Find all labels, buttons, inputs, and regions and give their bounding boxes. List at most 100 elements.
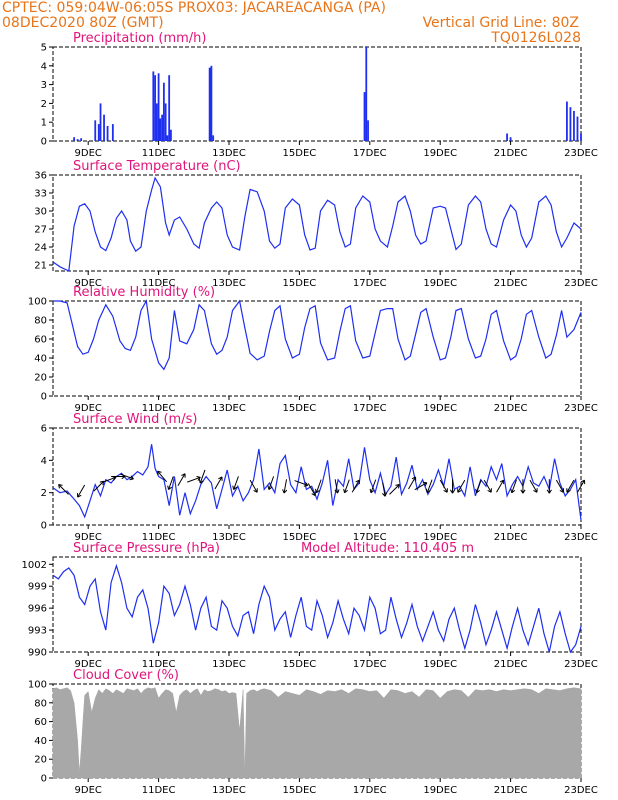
y-tick-label: 0 xyxy=(41,774,47,785)
wind-arrow xyxy=(529,479,538,493)
x-tick-label: 11DEC xyxy=(142,659,176,670)
wind-arrow-head xyxy=(99,480,104,483)
wind-arrow-head xyxy=(58,483,63,486)
x-tick-label: 17DEC xyxy=(353,659,387,670)
wind-arrow xyxy=(214,476,223,490)
wind-arrow-head xyxy=(499,479,504,483)
wind-arrow xyxy=(577,479,586,493)
y-tick-label: 40 xyxy=(34,354,47,365)
header-run-time: 08DEC2020 80Z (GMT) xyxy=(2,15,164,31)
wind-arrow-head xyxy=(267,485,270,490)
y-tick-label: 4 xyxy=(41,61,47,72)
precip-bar xyxy=(154,75,156,141)
x-tick-label: 9DEC xyxy=(75,278,102,289)
y-tick-label: 0 xyxy=(41,521,47,532)
wind-arrow-head xyxy=(443,489,448,493)
wind-arrow-head xyxy=(382,493,386,497)
x-tick-label: 23DEC xyxy=(564,785,598,796)
precip-bar xyxy=(106,125,109,141)
precip-bar xyxy=(152,71,155,141)
x-tick-label: 23DEC xyxy=(564,278,598,289)
wind-arrow-head xyxy=(232,485,235,490)
series-line xyxy=(52,176,582,272)
precip-bar xyxy=(573,110,575,141)
precip-bar xyxy=(576,116,579,141)
y-tick-label: 2 xyxy=(41,99,47,110)
wind-arrow-head xyxy=(559,489,564,493)
wind-arrow xyxy=(449,479,456,494)
wind-arrow-head xyxy=(426,489,431,494)
wind-arrow-head xyxy=(283,489,288,494)
y-tick-label: 3 xyxy=(41,80,47,91)
wind-arrow-head xyxy=(157,471,159,476)
wind-arrow xyxy=(249,479,258,493)
wind-arrow xyxy=(408,476,417,490)
panel-3: Relative Humidity (%) 0 20 40 60 80 100 9DEC 11D… xyxy=(28,285,598,414)
wind-arrow-head xyxy=(334,489,338,494)
wind-arrow xyxy=(177,473,186,487)
wind-arrow-shaft xyxy=(187,476,201,483)
precip-bar xyxy=(569,107,572,141)
wind-arrow-head xyxy=(129,478,134,481)
wind-arrow-head xyxy=(511,489,516,494)
x-tick-label: 15DEC xyxy=(283,278,317,289)
precip-bar xyxy=(157,73,160,141)
wind-arrow-shaft xyxy=(457,479,466,493)
x-tick-label: 15DEC xyxy=(283,403,317,414)
wind-arrow-head xyxy=(311,493,316,496)
wind-arrow xyxy=(167,476,174,490)
x-tick-label: 15DEC xyxy=(283,785,317,796)
wind-arrow xyxy=(475,479,482,494)
y-tick-label: 33 xyxy=(34,189,47,200)
x-tick-label: 11DEC xyxy=(142,403,176,414)
x-tick-label: 9DEC xyxy=(75,785,102,796)
wind-arrow-head xyxy=(337,489,340,494)
wind-arrow xyxy=(483,479,492,493)
wind-arrow-shaft xyxy=(408,476,416,490)
wind-arrow-shaft xyxy=(58,484,69,495)
wind-arrow-head xyxy=(233,486,238,490)
wind-arrow xyxy=(425,479,433,494)
wind-arrow-head xyxy=(316,489,320,494)
y-tick-label: 0 xyxy=(41,137,47,148)
precip-bar xyxy=(73,137,76,141)
wind-arrow-head xyxy=(121,476,126,480)
wind-arrow-head xyxy=(449,489,453,494)
wind-arrow xyxy=(414,482,428,491)
wind-arrow-shaft xyxy=(214,476,223,490)
panel-title: Surface Pressure (hPa) xyxy=(73,541,220,556)
wind-arrow-shaft xyxy=(199,469,206,484)
wind-arrow-head xyxy=(304,481,309,486)
wind-arrow-shaft xyxy=(157,470,168,483)
precip-bar xyxy=(111,124,114,141)
wind-arrow-head xyxy=(370,489,375,494)
wind-arrow xyxy=(439,479,448,493)
wind-arrow-head xyxy=(384,492,388,497)
precip-bar xyxy=(170,129,172,141)
wind-arrow-shaft xyxy=(529,479,538,493)
panel-5: Surface Pressure (hPa) Model Altitude: 11… xyxy=(22,541,598,670)
wind-arrow xyxy=(510,479,517,494)
header-model-code: TQ0126L028 xyxy=(490,30,581,46)
y-tick-label: 1002 xyxy=(22,560,47,571)
wind-arrow-shaft xyxy=(315,479,322,493)
header-grid-line: Vertical Grid Line: 80Z xyxy=(423,15,579,31)
x-tick-label: 13DEC xyxy=(212,532,246,543)
wind-arrow-head xyxy=(580,479,585,483)
wind-arrow-head xyxy=(398,484,400,489)
x-tick-label: 23DEC xyxy=(564,403,598,414)
wind-arrow-shaft xyxy=(344,479,350,493)
panel-title: Surface Temperature (nC) xyxy=(73,159,241,174)
x-tick-label: 19DEC xyxy=(423,403,457,414)
panel-4: Surface Wind (m/s) 0 2 4 6 9DEC 11DEC 13DEC 15DE… xyxy=(41,412,598,543)
wind-arrow-head xyxy=(546,489,550,494)
precip-bar xyxy=(99,103,102,141)
x-tick-label: 9DEC xyxy=(75,659,102,670)
x-tick-label: 19DEC xyxy=(423,148,457,159)
y-tick-label: 100 xyxy=(28,680,47,691)
wind-arrow-head xyxy=(77,494,82,498)
wind-arrow-head xyxy=(196,475,201,478)
wind-arrow-head xyxy=(457,489,462,493)
y-tick-label: 993 xyxy=(28,626,47,637)
precip-bar xyxy=(208,67,211,141)
